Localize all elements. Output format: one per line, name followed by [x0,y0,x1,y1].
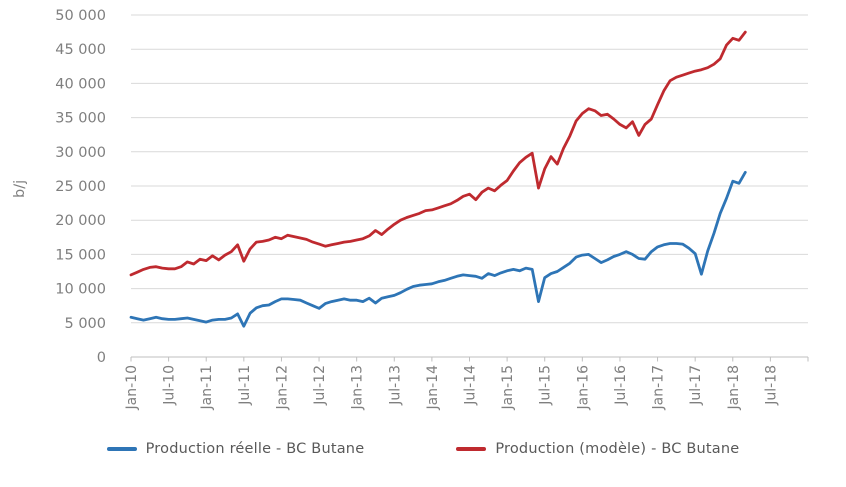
legend-item-reelle: Production réelle - BC Butane [106,441,365,457]
x-axis-tick-label: Jul-16 [613,365,629,406]
legend-label-reelle: Production réelle - BC Butane [145,441,365,457]
x-axis-tick-label: Jul-10 [162,365,178,406]
legend-label-modele: Production (modèle) - BC Butane [495,441,740,457]
x-axis-tick-label: Jan-10 [124,365,140,410]
y-axis-title: b/j [12,180,28,198]
y-axis-tick-label: 25 000 [55,179,106,195]
x-axis-tick-label: Jan-12 [274,365,290,410]
y-axis-tick-label: 50 000 [55,8,106,24]
y-axis-tick-label: 10 000 [55,282,106,298]
x-axis-tick-label: Jan-13 [350,365,366,410]
y-axis-tick-label: 35 000 [55,111,106,127]
x-axis-tick-label: Jul-12 [312,365,328,406]
y-axis-tick-label: 45 000 [55,42,106,58]
y-axis-tick-label: 15 000 [55,247,106,263]
legend-item-modele: Production (modèle) - BC Butane [456,441,739,457]
x-axis-tick-label: Jan-14 [425,365,441,411]
x-axis-tick-label: Jan-18 [726,365,742,410]
x-axis-tick-label: Jan-16 [575,365,591,411]
y-axis-tick-label: 0 [97,350,106,366]
x-axis-tick-label: Jul-17 [688,365,704,406]
chart-legend: Production réelle - BC Butane Production… [0,441,846,457]
legend-swatch-modele [456,447,487,451]
series-line-production-reelle [129,170,747,328]
y-axis-tick-label: 5 000 [64,316,106,332]
legend-swatch-reelle [106,447,137,451]
x-axis-tick-label: Jan-17 [651,365,667,410]
y-axis-tick-label: 40 000 [55,76,106,92]
series-line-production-modele [129,30,747,277]
x-axis-tick-label: Jan-15 [500,365,516,410]
y-axis-tick-label: 30 000 [55,145,106,161]
x-axis-tick-label: Jul-13 [387,365,403,406]
y-axis-tick-label: 20 000 [55,213,106,229]
x-axis-tick-label: Jul-15 [538,365,554,406]
x-axis-tick-label: Jul-18 [763,365,779,406]
x-axis-tick-label: Jan-11 [199,365,215,410]
x-axis-tick-label: Jul-11 [237,365,253,406]
x-axis-tick-label: Jul-14 [463,365,479,406]
